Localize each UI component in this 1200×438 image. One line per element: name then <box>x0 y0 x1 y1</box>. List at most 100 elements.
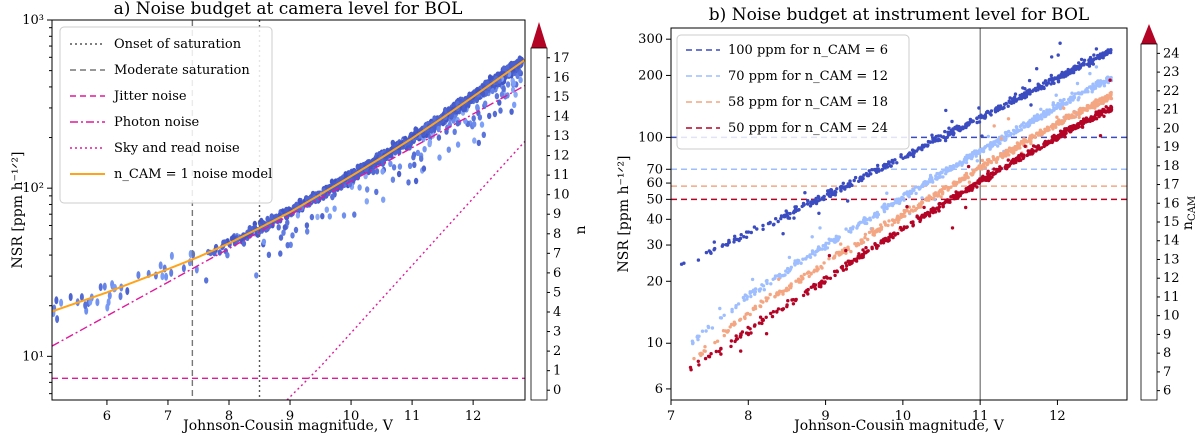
data-point <box>952 183 956 187</box>
data-point <box>977 106 981 110</box>
data-point <box>833 273 837 278</box>
data-point <box>1087 64 1092 68</box>
data-point <box>696 337 700 342</box>
data-point <box>739 233 743 237</box>
data-point <box>1017 155 1021 160</box>
data-point <box>792 211 796 215</box>
data-point <box>1043 140 1047 145</box>
colorbar-tick-label: 4 <box>553 305 561 320</box>
x-tick-label: 10 <box>895 409 912 424</box>
data-point <box>834 234 838 238</box>
data-point <box>204 277 209 284</box>
data-point <box>1005 163 1009 168</box>
plot-area-b <box>671 28 1127 400</box>
data-point <box>719 352 723 356</box>
data-point <box>810 249 815 253</box>
y-tick-label: 200 <box>638 68 663 83</box>
data-point <box>879 241 883 245</box>
data-point <box>806 270 811 274</box>
data-point <box>1062 129 1066 133</box>
colorbar-tick-label: 0 <box>553 383 561 398</box>
data-point <box>125 287 130 296</box>
colorbar-tick-label: 15 <box>1163 215 1180 230</box>
data-point <box>781 292 785 296</box>
data-point <box>993 108 998 112</box>
data-point <box>949 195 953 199</box>
data-point <box>837 250 841 254</box>
data-point <box>805 289 809 294</box>
data-point <box>1106 51 1110 55</box>
data-point <box>365 186 370 193</box>
data-point <box>828 194 833 199</box>
data-point <box>980 167 984 171</box>
data-point <box>712 248 716 252</box>
data-point <box>810 251 815 256</box>
data-point <box>860 238 864 242</box>
colorbar-label-b: nCAM <box>1180 196 1198 230</box>
data-point <box>777 272 782 277</box>
data-point <box>1032 134 1037 138</box>
data-point <box>704 250 709 255</box>
data-point <box>957 126 962 130</box>
data-point <box>1028 134 1033 138</box>
data-point <box>718 316 723 320</box>
data-point <box>752 225 757 229</box>
data-point <box>477 114 483 121</box>
legend-label: Sky and read noise <box>114 141 240 156</box>
data-point <box>802 272 806 277</box>
data-point <box>794 207 798 211</box>
data-point <box>106 298 111 307</box>
data-point <box>943 129 947 134</box>
data-point <box>903 155 908 159</box>
data-point <box>1058 98 1063 103</box>
data-point <box>732 240 736 244</box>
colorbar-tick-label: 24 <box>1163 46 1180 61</box>
data-point <box>951 164 956 168</box>
data-point <box>436 134 442 141</box>
data-point <box>1062 106 1066 110</box>
data-point <box>1077 112 1081 117</box>
data-point <box>739 332 743 336</box>
data-point <box>919 215 923 219</box>
data-point <box>825 276 830 280</box>
data-point <box>338 182 344 189</box>
data-point <box>947 126 951 130</box>
data-point <box>989 109 994 113</box>
data-point <box>812 282 816 287</box>
data-point <box>449 112 454 119</box>
data-point <box>863 235 867 240</box>
data-point <box>1099 113 1103 117</box>
data-point <box>1006 158 1010 162</box>
data-point <box>980 134 984 138</box>
legend-label: 70 ppm for n_CAM = 12 <box>728 69 888 84</box>
data-point <box>480 90 486 98</box>
data-point <box>965 123 969 127</box>
data-point <box>771 310 776 314</box>
data-point <box>1061 121 1065 125</box>
data-point <box>925 181 929 186</box>
data-point <box>765 281 769 286</box>
data-point <box>724 329 728 333</box>
data-point <box>901 212 905 217</box>
data-point <box>736 302 741 306</box>
legend-label: 50 ppm for n_CAM = 24 <box>728 121 888 136</box>
data-point <box>776 307 781 311</box>
data-point <box>1047 108 1051 113</box>
data-point <box>831 238 835 243</box>
data-point <box>352 211 357 218</box>
data-point <box>924 143 929 148</box>
data-point <box>914 191 918 196</box>
data-point <box>1022 125 1026 129</box>
colorbar-tick-label: 8 <box>553 227 561 242</box>
data-point <box>715 339 720 343</box>
data-point <box>1062 133 1066 137</box>
data-point <box>1047 126 1051 130</box>
data-point <box>896 216 900 221</box>
data-point <box>916 203 921 208</box>
data-point <box>455 141 461 148</box>
data-point <box>490 87 495 95</box>
data-point <box>814 196 818 201</box>
data-point <box>826 189 830 193</box>
colorbar-tick-label: 10 <box>553 188 570 203</box>
